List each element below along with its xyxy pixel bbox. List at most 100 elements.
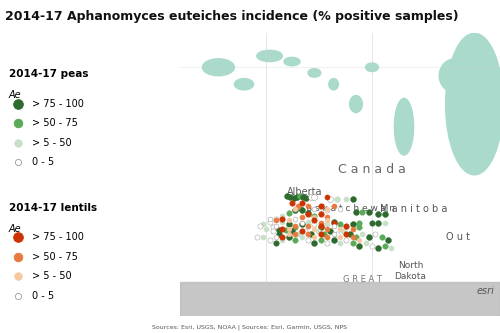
Point [349,222,357,227]
Point [288,229,296,234]
Point [304,231,312,237]
Point [336,240,344,245]
Point [310,195,318,200]
Point [326,229,334,234]
Point [358,209,366,214]
Bar [180,282,500,316]
Point [298,207,306,213]
Point [291,216,299,221]
Point [288,200,296,206]
Point [310,215,318,220]
Text: C a n a d a: C a n a d a [338,163,406,176]
Point [286,194,294,199]
Point [355,243,363,248]
Point [320,231,328,237]
Point [298,215,306,220]
Point [336,222,344,227]
Point [378,234,386,240]
Point [285,226,293,231]
Point [368,220,376,226]
Ellipse shape [394,98,413,155]
Point [291,223,299,228]
Text: 0 - 5: 0 - 5 [32,290,54,301]
Point [285,210,293,216]
Point [310,217,318,223]
Text: > 75 - 100: > 75 - 100 [32,99,84,109]
Text: Alberta: Alberta [287,187,322,197]
Ellipse shape [284,57,300,66]
Text: North
Dakota: North Dakota [394,261,426,281]
Text: > 5 - 50: > 5 - 50 [32,138,72,148]
Point [365,209,373,214]
Point [317,237,325,242]
Point [310,240,318,245]
Point [298,222,306,227]
Text: 2014-17 Aphanomyces euteiches incidence (% positive samples): 2014-17 Aphanomyces euteiches incidence … [5,10,458,23]
Point [298,220,306,226]
Text: O u t: O u t [446,232,470,242]
Point [272,223,280,228]
Point [336,206,344,211]
Point [352,234,360,240]
Point [259,222,267,227]
Point [269,229,277,234]
Point [330,220,338,226]
Text: S a s k a t c h e w a n: S a s k a t c h e w a n [298,204,395,213]
Point [326,196,334,201]
Point [259,234,267,240]
Ellipse shape [439,59,471,93]
Point [349,226,357,231]
Point [291,206,299,211]
Point [330,203,338,208]
Ellipse shape [308,69,321,77]
Point [310,234,318,240]
Ellipse shape [257,50,282,62]
Point [275,227,283,233]
Point [317,224,325,230]
Point [293,194,301,199]
Text: 0 - 5: 0 - 5 [32,157,54,167]
Point [333,196,341,201]
Text: Sources: Esri, USGS, NOAA | Sources: Esri, Garmin, USGS, NPS: Sources: Esri, USGS, NOAA | Sources: Esr… [152,324,348,330]
Point [323,207,331,213]
Point [358,231,366,237]
Text: Ae: Ae [9,90,22,100]
Point [374,220,382,226]
Point [336,226,344,231]
Point [342,224,350,230]
Point [342,231,350,237]
Point [285,234,293,240]
Point [365,234,373,240]
Text: > 5 - 50: > 5 - 50 [32,271,72,281]
Point [317,212,325,217]
Point [342,196,350,201]
Point [317,223,325,228]
Point [266,216,274,221]
Point [278,219,286,224]
Point [342,223,350,228]
Point [304,219,312,224]
Point [290,195,298,200]
Point [330,223,338,228]
Point [330,231,338,237]
Point [299,194,307,199]
Point [323,240,331,245]
Point [278,216,286,221]
Text: M a n i t o b a: M a n i t o b a [380,204,448,214]
Point [355,237,363,242]
Point [275,231,283,237]
Point [253,234,261,240]
Point [362,240,370,245]
Text: G R E A T: G R E A T [343,275,382,284]
Point [330,219,338,224]
Point [285,231,293,237]
Point [294,231,302,237]
Point [381,243,389,248]
Text: > 50 - 75: > 50 - 75 [32,118,78,128]
Point [387,246,395,251]
Point [291,207,299,213]
Text: > 75 - 100: > 75 - 100 [32,232,84,242]
Point [323,234,331,240]
Point [262,226,270,231]
Point [307,195,315,200]
